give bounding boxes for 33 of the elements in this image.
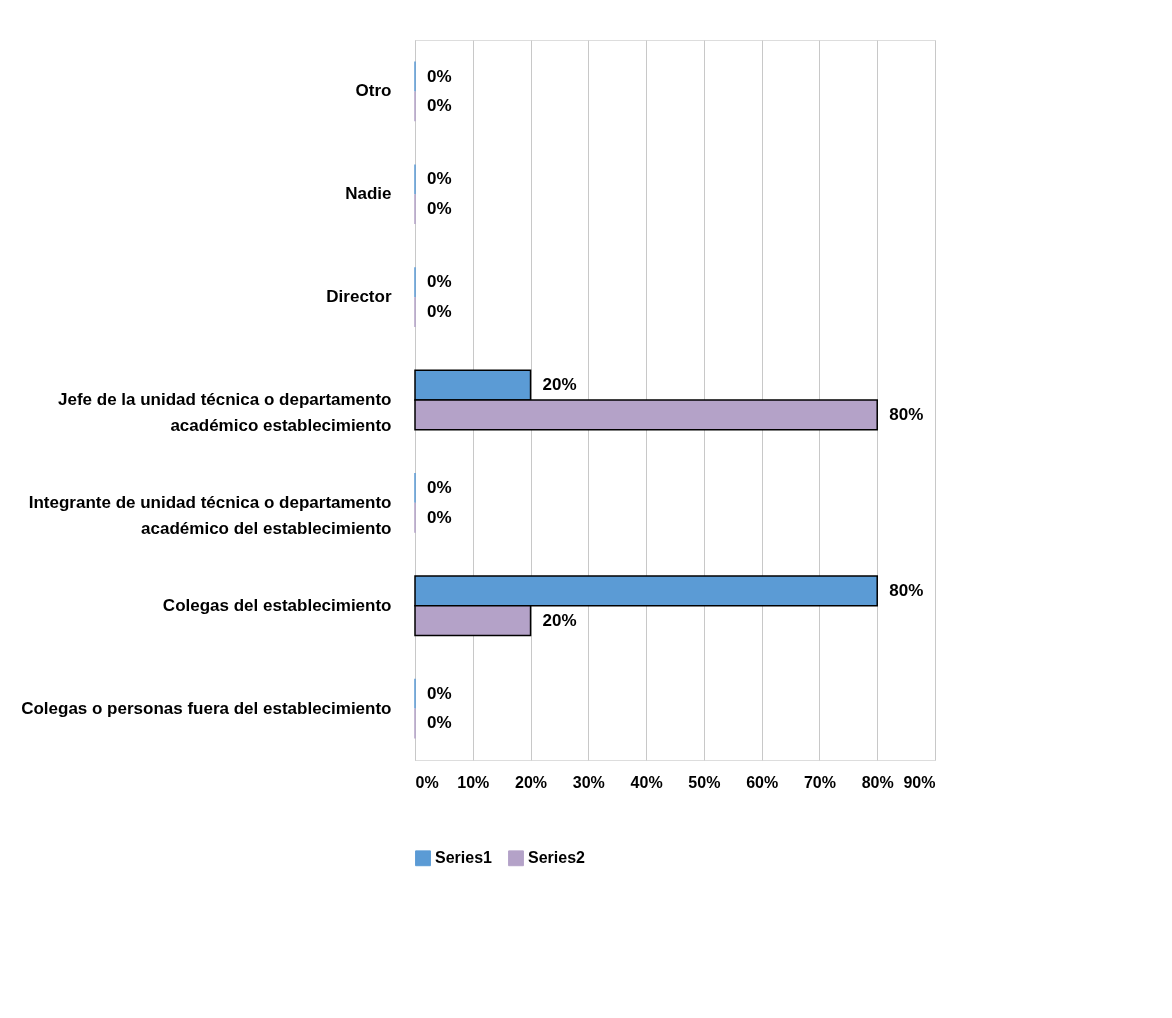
x-tick-label: 50% xyxy=(688,773,721,791)
y-tick-label: Director xyxy=(326,287,392,307)
data-label: 80% xyxy=(889,404,924,424)
data-label: 0% xyxy=(427,713,452,733)
data-label: 0% xyxy=(427,272,452,292)
data-label: 0% xyxy=(427,199,452,219)
data-label: 20% xyxy=(542,610,577,630)
y-tick-label: Colegas o personas fuera del establecimiento xyxy=(21,698,392,718)
data-label: 0% xyxy=(427,96,452,116)
x-tick-label: 70% xyxy=(803,773,836,791)
data-label: 0% xyxy=(427,683,452,703)
x-tick-label: 30% xyxy=(572,773,605,791)
x-tick-label: 90% xyxy=(903,773,936,791)
y-tick-label: Integrante de unidad técnica o departamento académico del establecimiento xyxy=(28,492,392,538)
y-tick-label: Colegas del establecimiento xyxy=(162,595,392,615)
y-tick-label: Otro xyxy=(355,81,392,101)
x-tick-label: 20% xyxy=(515,773,548,791)
data-label: 0% xyxy=(427,169,452,189)
y-tick-label: Nadie xyxy=(345,184,392,204)
y-tick-label: Jefe de la unidad técnica o departamento académico establecimiento xyxy=(58,390,392,435)
legend-label: Series1 xyxy=(435,849,493,867)
x-tick-label: 80% xyxy=(861,773,894,791)
x-tick-label: 40% xyxy=(630,773,663,791)
data-label: 80% xyxy=(889,580,924,600)
x-tick-label: 60% xyxy=(746,773,779,791)
data-label: 0% xyxy=(427,302,452,322)
x-tick-label: 0% xyxy=(415,773,439,791)
legend-label: Series2 xyxy=(528,849,586,867)
data-label: 0% xyxy=(427,66,452,86)
data-label: 0% xyxy=(427,477,452,497)
x-tick-label: 10% xyxy=(457,773,490,791)
data-label: 0% xyxy=(427,507,452,527)
data-label: 20% xyxy=(542,375,577,395)
